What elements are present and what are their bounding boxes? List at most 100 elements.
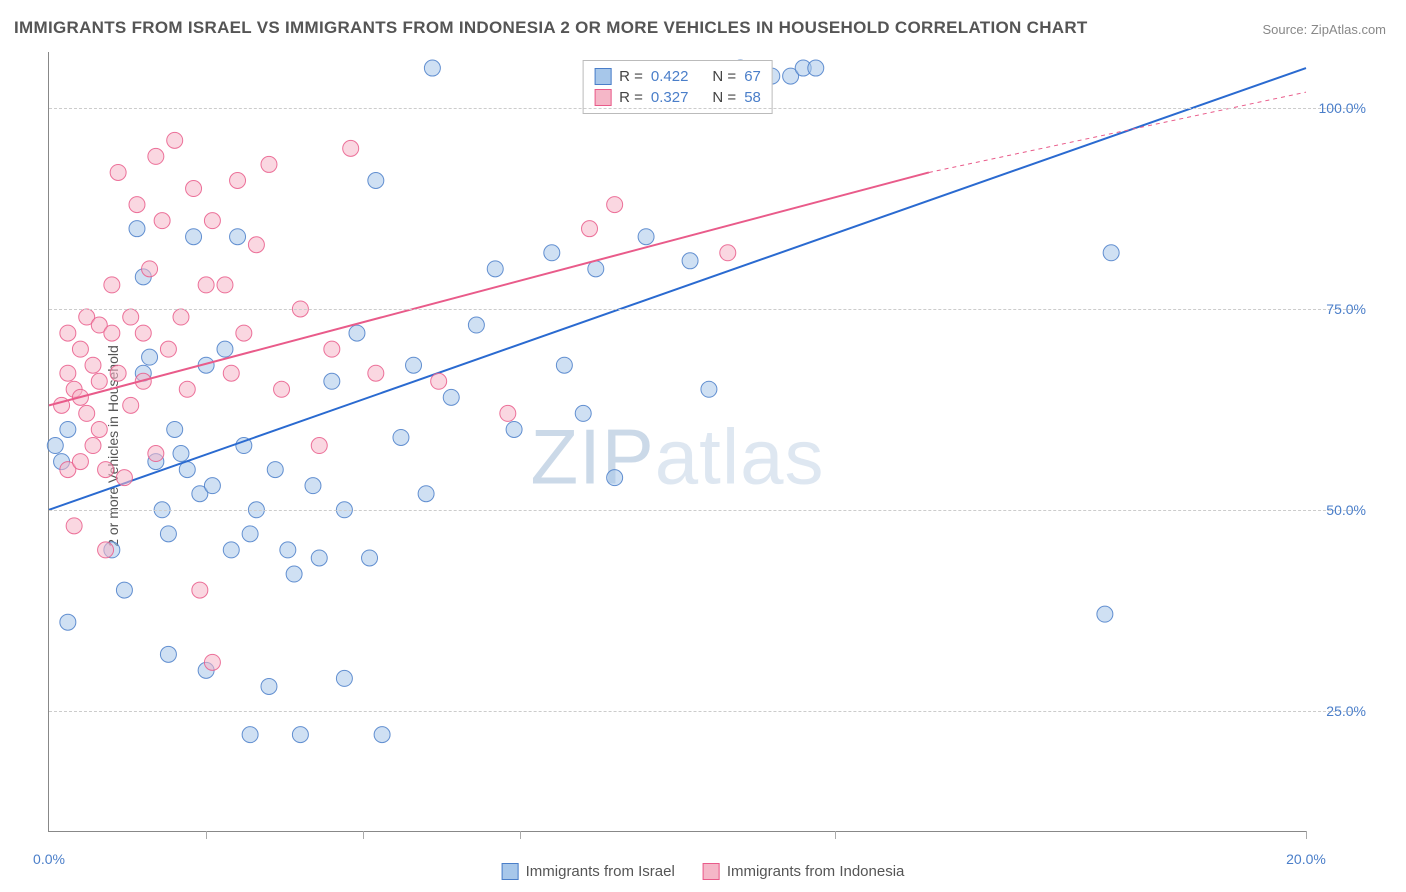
scatter-point — [506, 421, 522, 437]
scatter-point — [66, 518, 82, 534]
legend-swatch — [594, 68, 611, 85]
x-tick — [835, 831, 836, 839]
scatter-point — [418, 486, 434, 502]
trend-line-dashed — [929, 92, 1306, 172]
scatter-point — [1103, 245, 1119, 261]
scatter-point — [104, 277, 120, 293]
scatter-point — [406, 357, 422, 373]
legend-n-label: N = — [712, 68, 736, 85]
scatter-point — [129, 197, 145, 213]
scatter-point — [123, 397, 139, 413]
scatter-point — [79, 405, 95, 421]
y-tick-label: 25.0% — [1326, 703, 1366, 719]
legend-swatch — [703, 863, 720, 880]
x-tick — [363, 831, 364, 839]
legend-series-label: Immigrants from Indonesia — [727, 863, 905, 880]
gridline-h — [49, 510, 1356, 511]
scatter-point — [274, 381, 290, 397]
scatter-point — [582, 221, 598, 237]
scatter-point — [173, 309, 189, 325]
scatter-point — [808, 60, 824, 76]
scatter-point — [424, 60, 440, 76]
gridline-h — [49, 309, 1356, 310]
scatter-point — [468, 317, 484, 333]
x-tick-label: 0.0% — [33, 851, 65, 867]
scatter-point — [343, 140, 359, 156]
scatter-point — [236, 325, 252, 341]
scatter-point — [148, 148, 164, 164]
scatter-point — [217, 341, 233, 357]
scatter-point — [374, 727, 390, 743]
scatter-point — [368, 172, 384, 188]
scatter-point — [393, 429, 409, 445]
scatter-point — [349, 325, 365, 341]
scatter-point — [142, 261, 158, 277]
scatter-point — [60, 325, 76, 341]
scatter-point — [110, 365, 126, 381]
scatter-point — [443, 389, 459, 405]
scatter-point — [556, 357, 572, 373]
legend-r-label: R = — [619, 68, 643, 85]
scatter-point — [324, 373, 340, 389]
scatter-point — [368, 365, 384, 381]
scatter-point — [431, 373, 447, 389]
legend-swatch — [594, 89, 611, 106]
scatter-point — [148, 446, 164, 462]
x-tick — [206, 831, 207, 839]
scatter-point — [160, 646, 176, 662]
legend-swatch — [502, 863, 519, 880]
scatter-point — [135, 325, 151, 341]
scatter-point — [60, 365, 76, 381]
scatter-point — [248, 237, 264, 253]
scatter-point — [98, 542, 114, 558]
scatter-point — [204, 478, 220, 494]
scatter-point — [267, 462, 283, 478]
scatter-point — [116, 582, 132, 598]
scatter-point — [230, 172, 246, 188]
scatter-point — [311, 438, 327, 454]
scatter-point — [167, 421, 183, 437]
scatter-point — [85, 438, 101, 454]
scatter-point — [588, 261, 604, 277]
legend-n-value: 67 — [744, 68, 761, 85]
scatter-point — [607, 470, 623, 486]
scatter-point — [116, 470, 132, 486]
scatter-point — [104, 325, 120, 341]
scatter-point — [60, 614, 76, 630]
scatter-point — [500, 405, 516, 421]
scatter-point — [142, 349, 158, 365]
scatter-point — [1097, 606, 1113, 622]
legend-r-value: 0.422 — [651, 68, 689, 85]
scatter-point — [204, 213, 220, 229]
scatter-point — [110, 164, 126, 180]
scatter-point — [305, 478, 321, 494]
chart-title: IMMIGRANTS FROM ISRAEL VS IMMIGRANTS FRO… — [14, 18, 1088, 38]
legend-stats-box: R =0.422N =67R =0.327N =58 — [582, 60, 773, 114]
scatter-point — [362, 550, 378, 566]
scatter-point — [324, 341, 340, 357]
scatter-point — [292, 727, 308, 743]
scatter-point — [280, 542, 296, 558]
x-tick-label: 20.0% — [1286, 851, 1326, 867]
scatter-point — [167, 132, 183, 148]
scatter-point — [198, 277, 214, 293]
scatter-point — [192, 582, 208, 598]
scatter-point — [72, 341, 88, 357]
scatter-point — [160, 341, 176, 357]
scatter-point — [607, 197, 623, 213]
legend-r-label: R = — [619, 89, 643, 106]
scatter-point — [186, 229, 202, 245]
legend-n-label: N = — [712, 89, 736, 106]
legend-series-item: Immigrants from Indonesia — [703, 863, 905, 880]
trend-line — [49, 172, 929, 405]
scatter-point — [217, 277, 233, 293]
scatter-point — [223, 365, 239, 381]
scatter-point — [230, 229, 246, 245]
scatter-point — [242, 526, 258, 542]
gridline-h — [49, 108, 1356, 109]
x-tick — [1306, 831, 1307, 839]
scatter-point — [60, 421, 76, 437]
x-tick — [520, 831, 521, 839]
trend-line — [49, 68, 1306, 510]
gridline-h — [49, 711, 1356, 712]
